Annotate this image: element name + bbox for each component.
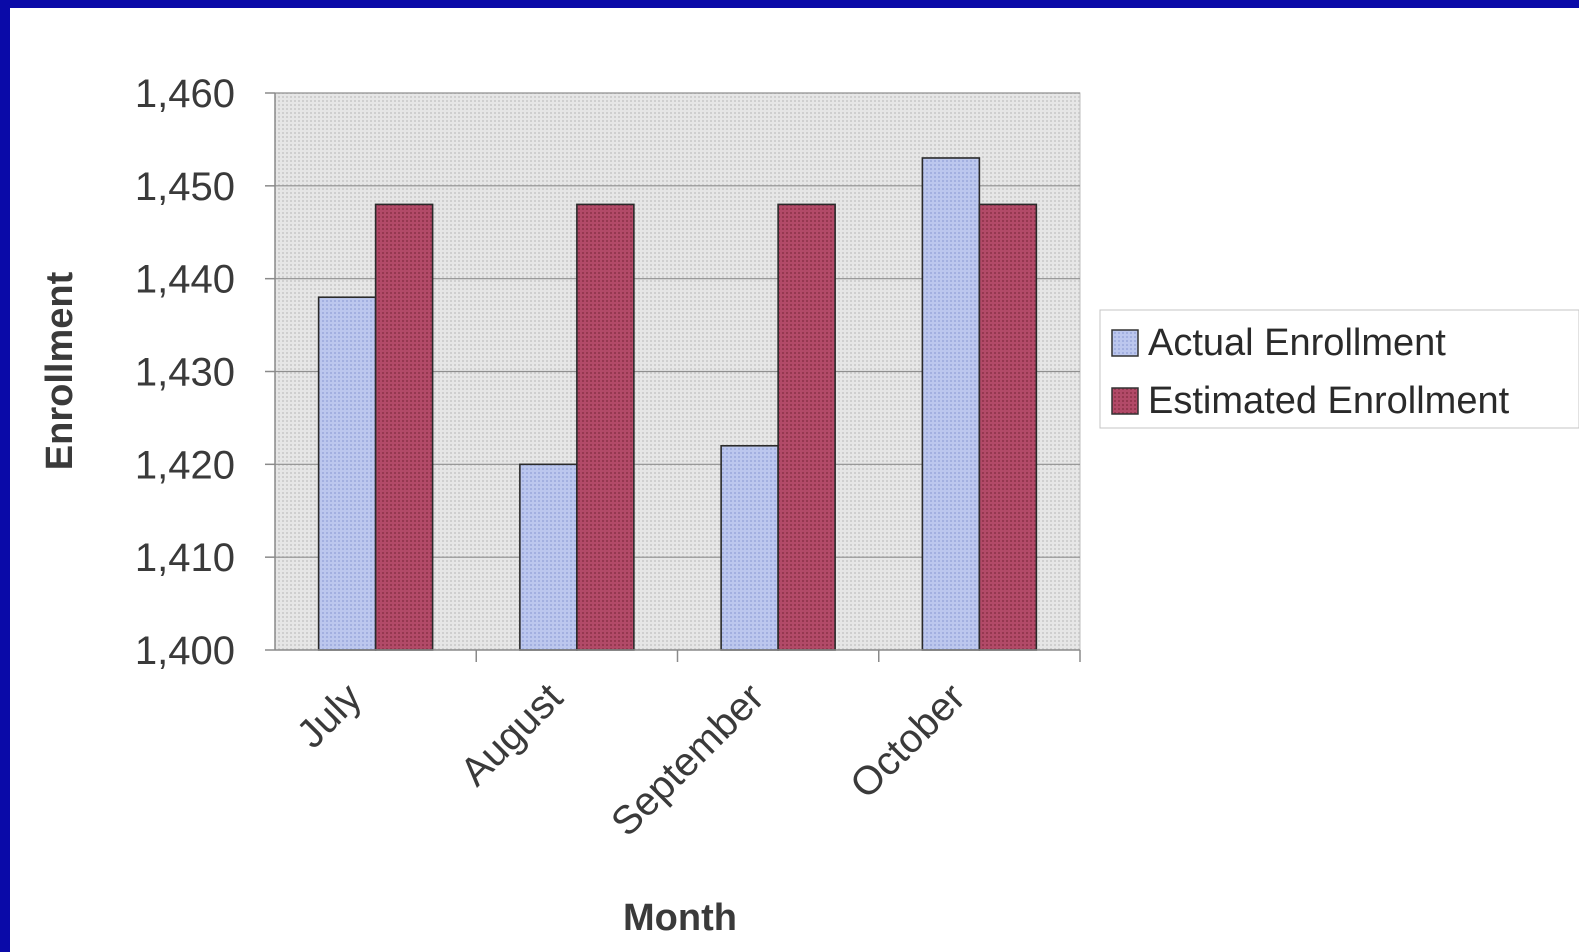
x-axis-title: Month: [623, 897, 737, 939]
bar-actual-october: [921, 157, 981, 651]
bar-actual-august: [519, 463, 578, 651]
y-axis-title: Enrollment: [39, 271, 81, 470]
y-tick-label: 1,410: [135, 536, 235, 580]
legend: Actual Enrollment Estimated Enrollment: [1099, 309, 1579, 429]
x-tick-label: September: [603, 675, 772, 844]
legend-label-actual: Actual Enrollment: [1148, 322, 1446, 364]
bars: [317, 157, 1038, 651]
legend-swatch-estimated: [1111, 387, 1139, 415]
bar-estimated-september: [777, 203, 836, 651]
enrollment-chart: 1,400 1,410 1,420 1,430 1,440 1,450 1,460 July A…: [39, 72, 1579, 939]
axes: [265, 92, 1081, 662]
legend-swatch-actual: [1111, 329, 1139, 357]
bar-estimated-october: [978, 203, 1038, 651]
y-tick-label: 1,430: [135, 351, 235, 395]
x-tick-label: October: [842, 675, 974, 807]
y-tick-label: 1,400: [135, 629, 235, 673]
bar-actual-september: [720, 444, 779, 651]
y-tick-label: 1,460: [135, 72, 235, 116]
legend-box: [1099, 309, 1579, 429]
legend-label-estimated: Estimated Enrollment: [1148, 380, 1510, 422]
bar-actual-july: [317, 296, 377, 651]
x-tick-label: July: [289, 675, 370, 756]
bar-estimated-july: [374, 203, 434, 651]
slide-frame: 1,400 1,410 1,420 1,430 1,440 1,450 1,460 July A…: [10, 8, 1579, 952]
y-tick-label: 1,440: [135, 258, 235, 302]
y-tick-label: 1,450: [135, 165, 235, 209]
bar-estimated-august: [576, 203, 635, 651]
y-tick-label: 1,420: [135, 443, 235, 487]
x-tick-label: August: [452, 675, 571, 794]
